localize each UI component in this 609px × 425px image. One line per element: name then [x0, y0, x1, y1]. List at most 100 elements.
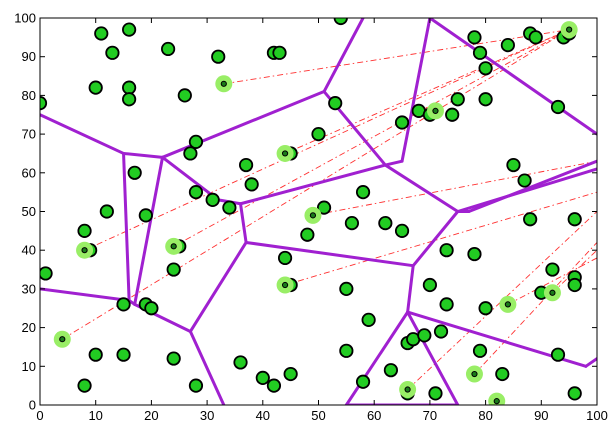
data-point	[383, 363, 399, 378]
x-tick-label: 30	[200, 408, 214, 423]
link-line	[223, 29, 570, 85]
data-point	[550, 347, 566, 362]
x-tick-label: 100	[586, 408, 608, 423]
voronoi-edge	[40, 287, 131, 303]
data-point	[116, 347, 131, 362]
data-point	[333, 18, 348, 26]
highlighted-point	[432, 107, 439, 114]
highlighted-point	[566, 26, 573, 33]
data-point	[428, 386, 443, 401]
data-point	[138, 208, 153, 223]
x-tick-label: 60	[367, 408, 381, 423]
data-point	[40, 96, 48, 111]
voronoi-edge	[188, 240, 248, 333]
data-point	[316, 200, 332, 215]
plot-area	[40, 18, 597, 405]
data-point	[567, 277, 582, 293]
data-point	[127, 165, 142, 180]
voronoi-edge	[239, 202, 248, 244]
voronoi-edge	[383, 159, 404, 167]
highlighted-point	[281, 281, 289, 289]
y-tick-label: 80	[22, 88, 36, 103]
data-point	[478, 92, 493, 107]
data-point	[355, 185, 371, 200]
data-point	[188, 134, 204, 149]
data-point	[378, 216, 393, 231]
x-tick-label: 40	[256, 408, 270, 423]
data-point	[105, 45, 120, 60]
data-point	[344, 216, 360, 231]
data-point	[238, 157, 254, 173]
y-tick-label: 100	[14, 11, 36, 26]
x-tick-label: 80	[478, 408, 492, 423]
data-point	[478, 61, 493, 76]
data-point	[272, 45, 287, 60]
data-point	[495, 366, 510, 382]
y-tick-label: 40	[22, 243, 36, 258]
data-point	[277, 250, 293, 266]
link-line	[284, 191, 597, 286]
voronoi-edge	[122, 151, 131, 303]
y-tick-label: 90	[22, 49, 36, 64]
data-point	[94, 26, 109, 41]
data-point	[166, 351, 181, 366]
highlighted-point	[81, 247, 88, 254]
x-tick-label: 50	[311, 408, 325, 423]
data-point	[328, 96, 343, 111]
data-point	[116, 297, 131, 312]
data-point	[222, 200, 237, 215]
y-tick-label: 10	[22, 359, 36, 374]
data-point	[166, 262, 181, 277]
data-point	[144, 301, 159, 316]
data-point	[472, 343, 488, 358]
data-point	[478, 301, 493, 316]
highlighted-point	[549, 289, 556, 296]
link-line	[507, 257, 597, 305]
voronoi-edge	[406, 310, 460, 405]
data-point	[567, 212, 582, 227]
y-tick-label: 60	[22, 165, 36, 180]
data-point	[422, 277, 437, 293]
y-tick-label: 70	[22, 127, 36, 142]
data-point	[450, 92, 465, 107]
data-point	[545, 262, 560, 277]
voronoi-edge	[161, 90, 326, 159]
data-point	[77, 378, 92, 393]
data-point	[567, 386, 582, 401]
data-point	[500, 37, 515, 53]
y-tick-label: 30	[22, 281, 36, 296]
data-point	[244, 177, 259, 192]
voronoi-edge	[344, 310, 410, 405]
data-point	[439, 243, 454, 258]
data-point	[439, 297, 454, 312]
data-point	[77, 223, 92, 238]
data-point	[528, 30, 543, 45]
data-point	[361, 312, 376, 327]
voronoi-edge	[322, 18, 365, 94]
data-point	[183, 146, 198, 161]
data-point	[161, 41, 176, 57]
data-point	[188, 378, 204, 393]
highlighted-point	[504, 301, 511, 308]
highlighted-point	[220, 80, 227, 87]
voronoi-edge	[239, 163, 387, 206]
voronoi-edge	[467, 159, 597, 213]
data-point	[550, 99, 566, 115]
voronoi-edge	[411, 210, 460, 268]
link-line	[84, 29, 570, 251]
data-point	[472, 45, 488, 60]
link-line	[312, 160, 597, 216]
y-tick-label: 20	[22, 320, 36, 335]
data-point	[122, 80, 137, 95]
data-point	[339, 343, 354, 358]
data-point	[122, 92, 137, 107]
highlighted-point	[59, 336, 66, 343]
data-point	[266, 378, 282, 393]
link-line	[474, 242, 597, 375]
data-point	[394, 223, 410, 238]
data-point	[188, 185, 204, 200]
data-point	[300, 227, 315, 242]
x-tick-label: 0	[36, 408, 43, 423]
